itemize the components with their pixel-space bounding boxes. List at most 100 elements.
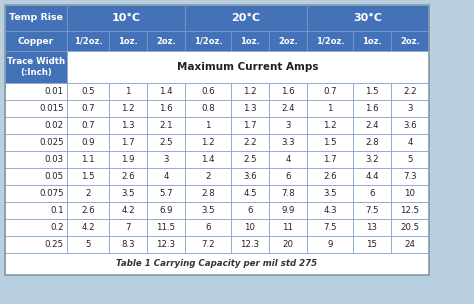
Bar [147, 219, 185, 236]
Bar [269, 151, 307, 168]
Bar [307, 100, 353, 117]
Text: 0.05: 0.05 [45, 172, 64, 181]
Text: 2oz.: 2oz. [156, 36, 176, 46]
Bar [269, 134, 307, 151]
Bar [185, 134, 231, 151]
Bar [67, 168, 109, 185]
Text: 1: 1 [125, 87, 131, 96]
Bar [147, 134, 185, 151]
Text: 20.5: 20.5 [401, 223, 419, 232]
Bar [353, 236, 391, 253]
Text: 0.25: 0.25 [45, 240, 64, 249]
Text: Copper: Copper [18, 36, 54, 46]
Text: 4: 4 [163, 172, 169, 181]
Text: 1.7: 1.7 [243, 121, 257, 130]
Bar [5, 185, 67, 202]
Bar [185, 219, 231, 236]
Bar [391, 151, 429, 168]
Bar [231, 236, 269, 253]
Bar [67, 51, 429, 83]
Bar [231, 168, 269, 185]
Text: 3.6: 3.6 [243, 172, 257, 181]
Text: Table 1 Carrying Capacity per mil std 275: Table 1 Carrying Capacity per mil std 27… [117, 260, 318, 268]
Bar [231, 151, 269, 168]
Bar [185, 117, 231, 134]
Bar [391, 31, 429, 51]
Text: 0.7: 0.7 [81, 104, 95, 113]
Text: 3.5: 3.5 [121, 189, 135, 198]
Bar [307, 168, 353, 185]
Bar [353, 202, 391, 219]
Text: 7: 7 [125, 223, 131, 232]
Bar [391, 219, 429, 236]
Text: 12.3: 12.3 [156, 240, 175, 249]
Text: 1.7: 1.7 [323, 155, 337, 164]
Text: 0.9: 0.9 [81, 138, 95, 147]
Text: 5: 5 [85, 240, 91, 249]
Bar [109, 168, 147, 185]
Bar [269, 83, 307, 100]
Bar [5, 5, 429, 275]
Bar [185, 168, 231, 185]
Text: 2.8: 2.8 [201, 189, 215, 198]
Bar [269, 236, 307, 253]
Text: 3.3: 3.3 [281, 138, 295, 147]
Bar [307, 117, 353, 134]
Bar [185, 5, 307, 31]
Text: 3.5: 3.5 [201, 206, 215, 215]
Bar [5, 31, 67, 51]
Bar [67, 236, 109, 253]
Text: 6: 6 [369, 189, 375, 198]
Bar [307, 185, 353, 202]
Text: 6: 6 [285, 172, 291, 181]
Bar [185, 31, 231, 51]
Text: 3.2: 3.2 [365, 155, 379, 164]
Bar [353, 219, 391, 236]
Bar [67, 219, 109, 236]
Text: Trace Width
(:Inch): Trace Width (:Inch) [7, 57, 65, 77]
Bar [185, 236, 231, 253]
Text: 0.1: 0.1 [50, 206, 64, 215]
Bar [5, 5, 67, 31]
Text: 2.4: 2.4 [281, 104, 295, 113]
Text: 3: 3 [163, 155, 169, 164]
Text: 20°C: 20°C [231, 13, 261, 23]
Bar [185, 185, 231, 202]
Bar [231, 219, 269, 236]
Text: 11.5: 11.5 [156, 223, 175, 232]
Bar [231, 100, 269, 117]
Text: 4.5: 4.5 [243, 189, 257, 198]
Bar [109, 151, 147, 168]
Text: 1.5: 1.5 [323, 138, 337, 147]
Text: Temp Rise: Temp Rise [9, 13, 63, 22]
Bar [307, 31, 353, 51]
Text: 3: 3 [285, 121, 291, 130]
Text: 1.5: 1.5 [365, 87, 379, 96]
Bar [353, 151, 391, 168]
Text: 2oz.: 2oz. [278, 36, 298, 46]
Bar [67, 31, 109, 51]
Text: 0.7: 0.7 [323, 87, 337, 96]
Bar [269, 100, 307, 117]
Text: 9: 9 [328, 240, 333, 249]
Text: 1.6: 1.6 [281, 87, 295, 96]
Text: 0.8: 0.8 [201, 104, 215, 113]
Text: 10: 10 [245, 223, 255, 232]
Text: 7.3: 7.3 [403, 172, 417, 181]
Bar [185, 100, 231, 117]
Text: 15: 15 [366, 240, 377, 249]
Bar [147, 236, 185, 253]
Bar [67, 202, 109, 219]
Text: 4: 4 [407, 138, 413, 147]
Text: 7.5: 7.5 [365, 206, 379, 215]
Text: 1.3: 1.3 [243, 104, 257, 113]
Text: 1/2oz.: 1/2oz. [316, 36, 344, 46]
Text: 0.075: 0.075 [39, 189, 64, 198]
Text: 0.7: 0.7 [81, 121, 95, 130]
Text: 8.3: 8.3 [121, 240, 135, 249]
Bar [269, 202, 307, 219]
Bar [5, 100, 67, 117]
Bar [391, 134, 429, 151]
Bar [5, 151, 67, 168]
Text: 2.6: 2.6 [121, 172, 135, 181]
